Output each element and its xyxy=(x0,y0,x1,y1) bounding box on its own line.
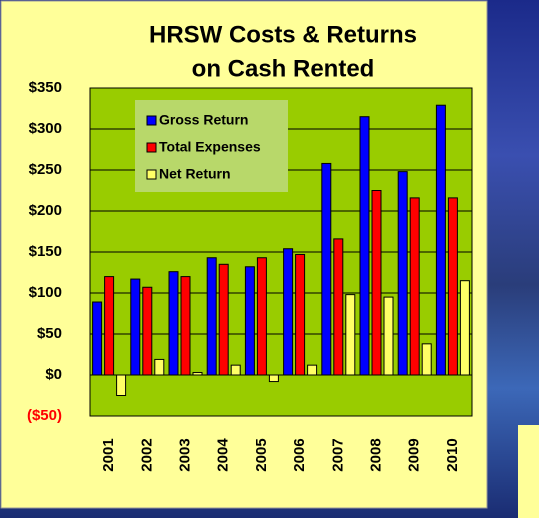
chart-title: on Cash Rented xyxy=(192,55,375,82)
bar xyxy=(383,296,394,376)
legend-swatch xyxy=(146,115,157,126)
legend-box xyxy=(135,100,288,192)
legend-swatch xyxy=(146,169,157,180)
y-tick-label: $150 xyxy=(29,243,62,260)
x-tick-label: 2010 xyxy=(444,438,461,471)
bar xyxy=(397,171,408,376)
legend-label: Total Expenses xyxy=(159,139,261,155)
bar xyxy=(295,253,306,376)
bar xyxy=(345,294,356,376)
x-tick-label: 2005 xyxy=(253,438,270,471)
bar xyxy=(321,162,332,376)
bar xyxy=(333,238,344,376)
bar xyxy=(206,257,217,376)
bar xyxy=(180,276,191,376)
x-tick-label: 2006 xyxy=(291,438,308,471)
y-tick-label: $100 xyxy=(29,284,62,301)
bar xyxy=(92,301,103,376)
bar xyxy=(283,248,294,376)
x-tick-label: 2008 xyxy=(367,438,384,471)
y-tick-label: ($50) xyxy=(27,407,62,424)
bar xyxy=(256,257,267,376)
bar xyxy=(168,271,179,376)
bar xyxy=(192,372,203,376)
bar xyxy=(154,358,165,376)
bar xyxy=(218,263,229,376)
y-tick-label: $350 xyxy=(29,79,62,96)
bar xyxy=(447,197,458,376)
side-panel xyxy=(518,425,539,518)
bar xyxy=(371,190,382,376)
x-tick-label: 2003 xyxy=(176,438,193,471)
y-tick-label: $50 xyxy=(37,325,62,342)
chart-title: HRSW Costs & Returns xyxy=(149,21,417,48)
legend-label: Net Return xyxy=(159,166,231,182)
bar xyxy=(359,116,370,376)
legend-label: Gross Return xyxy=(159,112,248,128)
x-tick-label: 2007 xyxy=(329,438,346,471)
bar xyxy=(459,280,470,376)
bar xyxy=(409,197,420,376)
bar xyxy=(130,278,141,376)
y-tick-label: $0 xyxy=(45,366,62,383)
y-tick-label: $250 xyxy=(29,161,62,178)
bar xyxy=(268,374,279,383)
bar xyxy=(435,104,446,376)
bar xyxy=(104,276,115,376)
y-tick-label: $200 xyxy=(29,202,62,219)
bar xyxy=(116,374,127,396)
legend-swatch xyxy=(146,142,157,153)
y-tick-label: $300 xyxy=(29,120,62,137)
x-tick-label: 2001 xyxy=(100,438,117,471)
bar xyxy=(421,343,432,376)
x-tick-label: 2002 xyxy=(138,438,155,471)
bar xyxy=(142,286,153,376)
bar xyxy=(230,364,241,376)
bar xyxy=(307,364,318,376)
x-tick-label: 2004 xyxy=(215,438,232,472)
x-tick-label: 2009 xyxy=(406,438,423,471)
bar xyxy=(244,266,255,376)
